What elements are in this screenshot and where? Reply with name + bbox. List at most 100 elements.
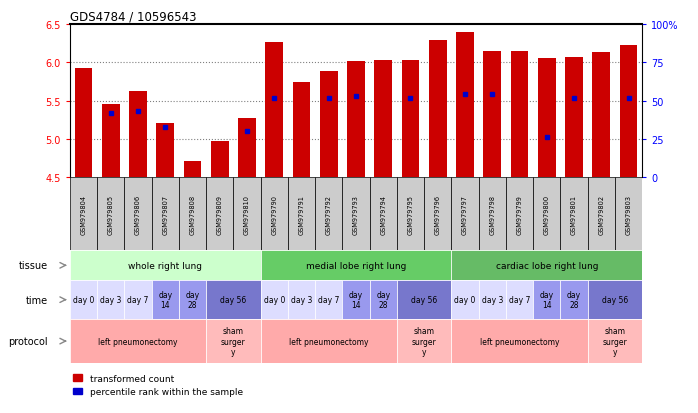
Bar <box>97 178 124 251</box>
Bar <box>211 141 228 178</box>
Text: left pneumonectomy: left pneumonectomy <box>98 337 178 346</box>
Text: day 3: day 3 <box>482 295 503 304</box>
Text: GSM979808: GSM979808 <box>189 194 195 234</box>
Bar <box>129 91 147 178</box>
Bar <box>206 281 260 319</box>
Bar <box>260 251 452 281</box>
Text: sham
surger
y: sham surger y <box>221 326 246 356</box>
Bar <box>102 104 119 178</box>
Bar <box>615 178 642 251</box>
Bar <box>97 281 124 319</box>
Text: GSM979798: GSM979798 <box>489 195 496 234</box>
Bar <box>506 178 533 251</box>
Bar <box>151 178 179 251</box>
Bar <box>179 281 206 319</box>
Bar <box>260 281 288 319</box>
Bar <box>397 281 452 319</box>
Bar <box>238 118 255 178</box>
Bar <box>124 178 151 251</box>
Bar <box>397 319 452 363</box>
Bar <box>347 62 365 178</box>
Text: tissue: tissue <box>19 261 48 271</box>
Bar <box>424 178 452 251</box>
Bar <box>292 83 311 178</box>
Bar <box>124 281 151 319</box>
Bar <box>260 178 288 251</box>
Bar <box>511 52 528 178</box>
Bar <box>70 178 97 251</box>
Text: day
14: day 14 <box>158 290 172 310</box>
Bar <box>265 43 283 178</box>
Bar <box>452 178 479 251</box>
Text: day 56: day 56 <box>602 295 628 304</box>
Text: GSM979799: GSM979799 <box>517 195 523 234</box>
Bar <box>588 319 642 363</box>
Bar <box>452 281 479 319</box>
Text: day 7: day 7 <box>127 295 149 304</box>
Bar <box>206 319 260 363</box>
Text: left pneumonectomy: left pneumonectomy <box>289 337 369 346</box>
Bar <box>588 178 615 251</box>
Bar <box>315 178 342 251</box>
Text: GSM979792: GSM979792 <box>326 195 332 234</box>
Bar <box>70 281 97 319</box>
Bar <box>206 178 233 251</box>
Bar <box>151 281 179 319</box>
Text: GSM979802: GSM979802 <box>598 194 604 234</box>
Bar <box>429 41 447 178</box>
Text: day 7: day 7 <box>509 295 530 304</box>
Text: day 56: day 56 <box>411 295 437 304</box>
Bar <box>260 319 397 363</box>
Text: GSM979790: GSM979790 <box>272 195 277 234</box>
Text: GSM979793: GSM979793 <box>353 195 359 234</box>
Text: GSM979791: GSM979791 <box>299 195 304 234</box>
Text: day 3: day 3 <box>100 295 121 304</box>
Text: GSM979804: GSM979804 <box>80 194 87 234</box>
Bar <box>288 281 315 319</box>
Bar <box>70 319 206 363</box>
Bar <box>342 178 370 251</box>
Text: day
14: day 14 <box>540 290 554 310</box>
Bar <box>374 61 392 178</box>
Text: sham
surger
y: sham surger y <box>412 326 436 356</box>
Bar <box>70 251 260 281</box>
Text: GSM979806: GSM979806 <box>135 194 141 234</box>
Text: GSM979800: GSM979800 <box>544 194 550 234</box>
Bar <box>342 281 370 319</box>
Bar <box>179 178 206 251</box>
Text: left pneumonectomy: left pneumonectomy <box>480 337 559 346</box>
Text: GSM979795: GSM979795 <box>408 195 413 234</box>
Bar <box>233 178 260 251</box>
Text: GDS4784 / 10596543: GDS4784 / 10596543 <box>70 11 196 24</box>
Text: time: time <box>26 295 48 305</box>
Bar <box>370 281 397 319</box>
Text: GSM979803: GSM979803 <box>625 195 632 234</box>
Text: day 3: day 3 <box>291 295 312 304</box>
Bar <box>156 123 174 178</box>
Bar <box>560 178 588 251</box>
Text: GSM979810: GSM979810 <box>244 195 250 234</box>
Text: day 0: day 0 <box>454 295 476 304</box>
Text: day 7: day 7 <box>318 295 339 304</box>
Text: day
28: day 28 <box>567 290 581 310</box>
Bar <box>479 281 506 319</box>
Text: protocol: protocol <box>8 336 48 346</box>
Text: sham
surger
y: sham surger y <box>602 326 628 356</box>
Text: day
14: day 14 <box>349 290 363 310</box>
Text: whole right lung: whole right lung <box>128 261 202 270</box>
Bar <box>560 281 588 319</box>
Text: GSM979797: GSM979797 <box>462 195 468 234</box>
Bar <box>565 58 583 178</box>
Bar <box>620 46 637 178</box>
Bar <box>401 61 419 178</box>
Bar <box>533 281 560 319</box>
Text: medial lobe right lung: medial lobe right lung <box>306 261 406 270</box>
Bar <box>484 52 501 178</box>
Bar <box>506 281 533 319</box>
Text: day
28: day 28 <box>186 290 200 310</box>
Bar <box>533 178 560 251</box>
Bar <box>315 281 342 319</box>
Bar <box>320 71 338 178</box>
Text: GSM979796: GSM979796 <box>435 195 440 234</box>
Text: GSM979807: GSM979807 <box>162 194 168 234</box>
